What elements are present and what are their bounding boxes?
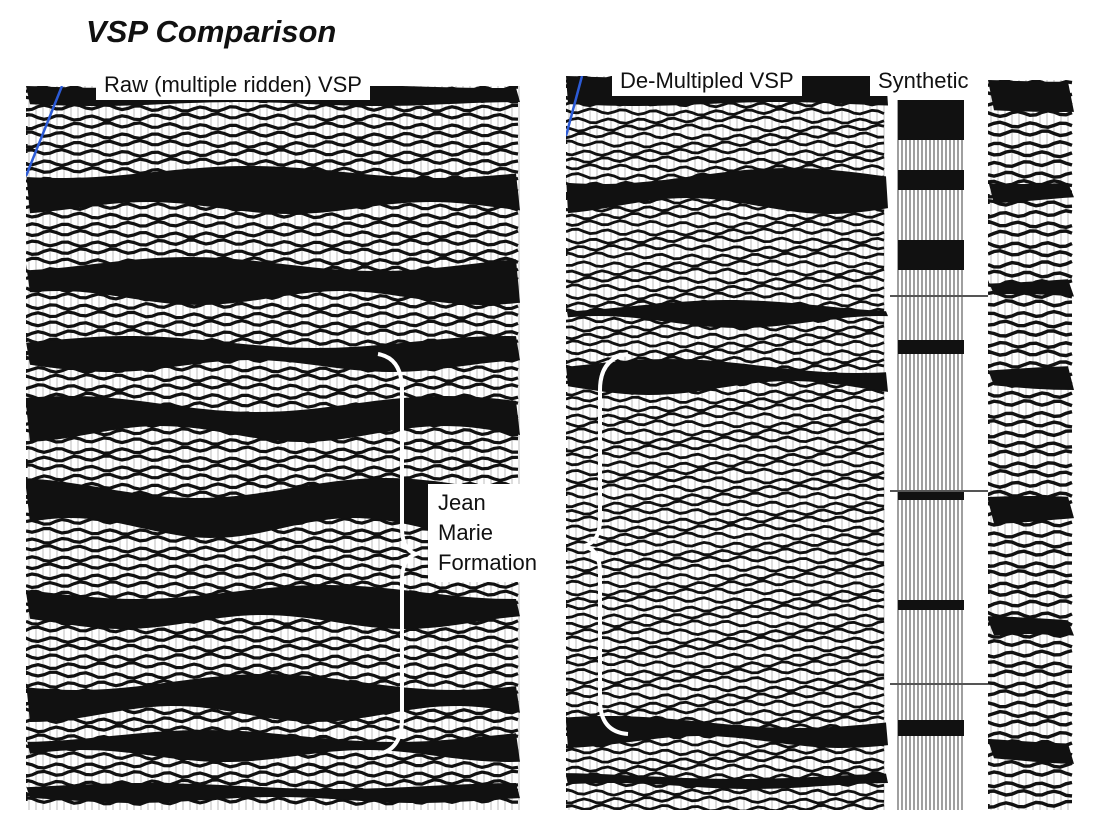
- reflector-band: [26, 674, 520, 722]
- reflector-band: [26, 257, 520, 305]
- right-brace: [583, 352, 629, 736]
- formation-line-3: Formation: [438, 550, 538, 575]
- synthetic-traces: [897, 100, 963, 810]
- synthetic-event: [898, 170, 964, 190]
- depth-marker: [890, 490, 990, 492]
- reflector-band: [566, 716, 888, 748]
- synthetic-event: [898, 100, 964, 140]
- demultipled-vsp-label: De-Multipled VSP: [612, 66, 802, 96]
- demultipled-vsp-panel: [566, 76, 888, 810]
- reflector-band: [26, 478, 520, 538]
- synthetic-event: [898, 340, 964, 354]
- synthetic-seismogram: [890, 100, 990, 810]
- trace-lines: [568, 76, 885, 810]
- synthetic-event: [898, 600, 964, 610]
- reflector-band: [566, 773, 888, 789]
- synthetic-event: [898, 240, 964, 270]
- synthetic-panel: [890, 100, 990, 810]
- reflector-band: [988, 496, 1074, 524]
- reflector-band: [988, 738, 1074, 764]
- synthetic-event: [898, 490, 964, 500]
- synthetic-event: [898, 720, 964, 736]
- reflector-band: [988, 366, 1074, 390]
- reflector-band: [26, 166, 520, 214]
- reflector-band: [26, 783, 520, 803]
- depth-marker: [890, 295, 990, 297]
- demultipled-vsp-seismic-section: [566, 76, 888, 810]
- figure-title: VSP Comparison: [86, 14, 337, 49]
- depth-marker: [890, 683, 990, 685]
- reflector-band: [26, 730, 520, 762]
- trace-strip-panel: [988, 80, 1074, 810]
- first-break-line: [26, 86, 64, 177]
- reflector-band: [988, 180, 1074, 204]
- reflector-band: [988, 279, 1074, 297]
- formation-line-2: Marie: [438, 520, 494, 545]
- synthetic-label: Synthetic: [870, 66, 977, 96]
- left-brace: [377, 352, 420, 756]
- reflector-band: [566, 300, 888, 328]
- reflector-band: [26, 585, 520, 629]
- jean-marie-formation-label: Jean Marie Formation: [428, 484, 548, 582]
- reflector-band: [566, 168, 888, 214]
- first-break-line: [566, 76, 584, 137]
- raw-vsp-seismic-section: [26, 86, 520, 810]
- reflector-band: [988, 616, 1074, 636]
- reflector-band: [26, 336, 520, 372]
- reflector-band: [988, 80, 1074, 112]
- reflector-band: [26, 396, 520, 442]
- trace-lines: [28, 86, 520, 810]
- trace-strip-seismic: [988, 80, 1074, 810]
- synthetic-gap: [964, 100, 990, 810]
- formation-line-1: Jean: [438, 490, 486, 515]
- reflector-band: [566, 359, 888, 395]
- raw-vsp-panel: [26, 86, 520, 810]
- trace-lines: [990, 80, 1069, 810]
- raw-vsp-label: Raw (multiple ridden) VSP: [96, 70, 370, 100]
